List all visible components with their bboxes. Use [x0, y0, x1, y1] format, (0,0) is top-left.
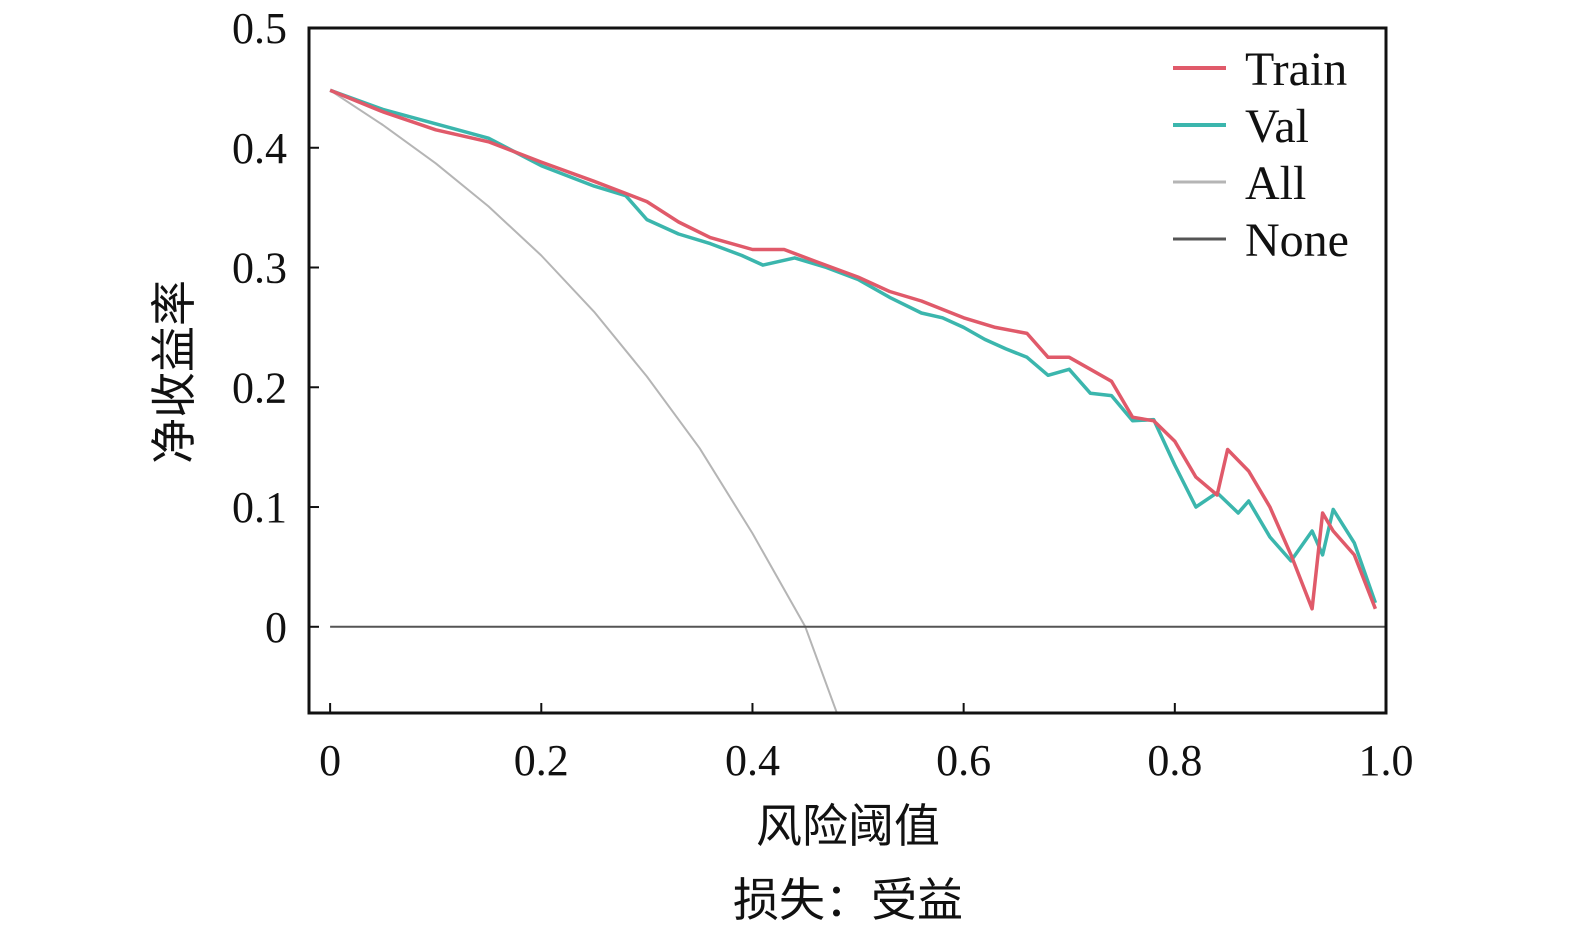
x-tick-label: 0.2: [514, 736, 569, 785]
y-tick-label: 0.2: [232, 363, 287, 412]
series-line-train: [329, 88, 1378, 611]
x-tick-label: 0.4: [725, 736, 780, 785]
y-tick-label: 0.4: [232, 124, 287, 173]
y-tick-label: 0.3: [232, 244, 287, 293]
y-tick-label: 0.5: [232, 4, 287, 53]
series-layer: [329, 88, 1386, 713]
legend-label-all: All: [1245, 157, 1306, 210]
series-line-all: [329, 89, 838, 713]
y-tick-label: 0.1: [232, 483, 287, 532]
series-line-val: [329, 88, 1378, 604]
x-tick-label: 0.8: [1147, 736, 1202, 785]
x-tick-label: 1.0: [1359, 736, 1414, 785]
legend-label-val: Val: [1245, 100, 1309, 153]
x-tick-label: 0: [319, 736, 341, 785]
figure-caption: 损失：受益: [733, 873, 963, 927]
axes-layer: 0 0.2 0.4 0.6 0.8 1.0 0 0.1 0.2 0.3 0.4 0.5: [232, 4, 1414, 785]
y-axis-title: 净收益率: [147, 280, 201, 464]
legend-label-train: Train: [1245, 43, 1347, 96]
y-tick-label: 0: [265, 603, 287, 652]
legend-label-none: None: [1245, 214, 1349, 267]
plot-frame: [307, 26, 1388, 715]
x-tick-label: 0.6: [936, 736, 991, 785]
x-axis-title: 风险阈值: [756, 799, 940, 853]
